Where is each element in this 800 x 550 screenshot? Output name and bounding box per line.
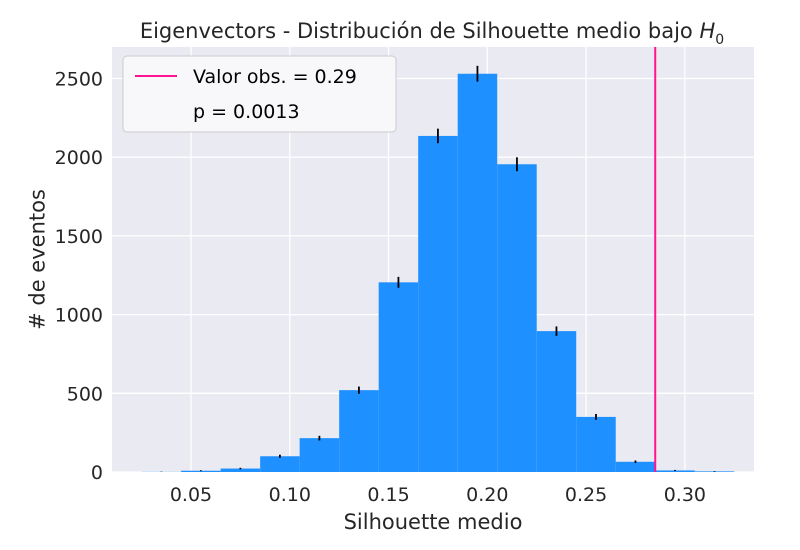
histogram-bar — [181, 470, 221, 472]
histogram-bar — [260, 456, 300, 472]
legend-box — [122, 55, 397, 133]
y-axis-ticks: 0 500 1000 1500 2000 2500 — [55, 68, 103, 484]
chart-title-math-sub: 0 — [715, 32, 724, 48]
histogram-bar — [615, 461, 656, 472]
y-tick-label: 1500 — [55, 226, 103, 248]
histogram-bar — [576, 416, 616, 472]
chart-title-math-var: H — [699, 19, 715, 43]
x-tick-label: 0.10 — [269, 484, 311, 506]
y-axis-label: # de eventos — [25, 189, 49, 330]
histogram-bars — [141, 73, 735, 472]
chart-title: Eigenvectors - Distribución de Silhouett… — [140, 19, 724, 48]
legend-observed-label: Valor obs. = 0.29 — [193, 66, 357, 88]
chart-title-text: Eigenvectors - Distribución de Silhouett… — [140, 19, 700, 43]
x-axis-ticks: 0.05 0.10 0.15 0.20 0.25 0.30 — [170, 484, 706, 506]
histogram-bar — [536, 331, 577, 472]
histogram-bar — [220, 468, 261, 472]
histogram-bar — [497, 164, 537, 472]
x-tick-label: 0.15 — [367, 484, 409, 506]
histogram-bar — [299, 438, 340, 472]
y-tick-label: 1000 — [55, 305, 103, 327]
y-tick-label: 2000 — [55, 147, 103, 169]
y-tick-label: 0 — [91, 462, 103, 484]
x-tick-label: 0.05 — [170, 484, 212, 506]
y-tick-label: 500 — [67, 383, 103, 405]
histogram-bar — [378, 282, 419, 472]
legend-p-label: p = 0.0013 — [193, 101, 300, 123]
histogram-bar — [418, 135, 458, 472]
x-axis-label: Silhouette medio — [344, 510, 523, 534]
histogram-bar — [339, 390, 379, 472]
x-tick-label: 0.25 — [565, 484, 607, 506]
x-tick-label: 0.30 — [664, 484, 706, 506]
x-tick-label: 0.20 — [466, 484, 508, 506]
y-tick-label: 2500 — [55, 68, 103, 90]
legend: Valor obs. = 0.29 p = 0.0013 — [122, 55, 397, 133]
histogram-bar — [457, 73, 498, 472]
error-bars — [160, 65, 716, 472]
histogram-bar — [655, 470, 695, 472]
